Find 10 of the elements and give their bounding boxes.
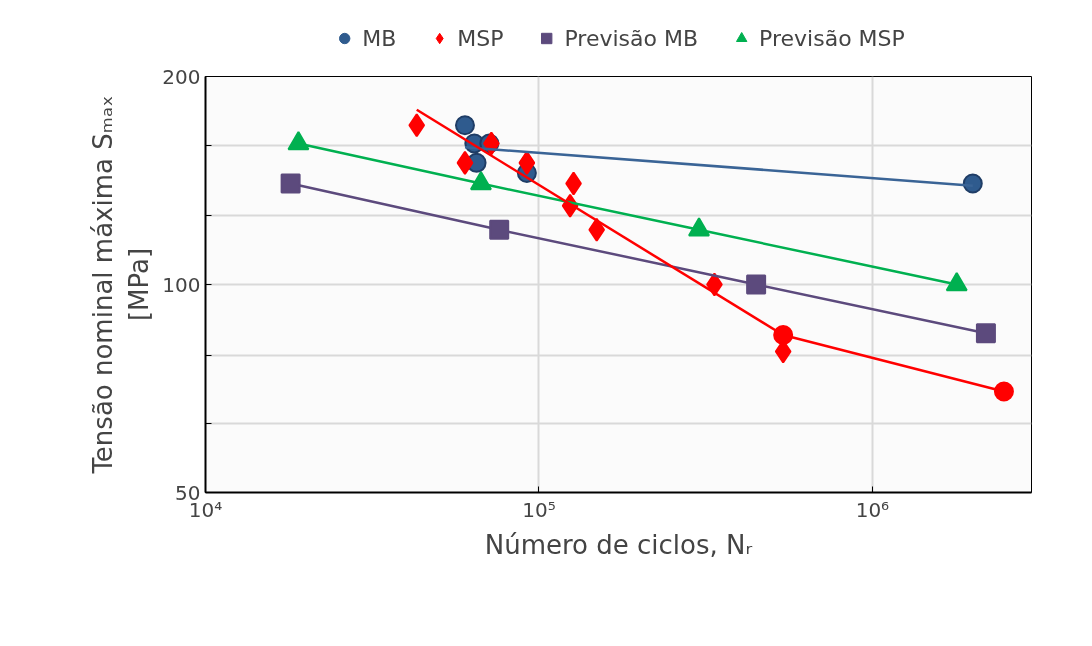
x-tick-label: 10⁶ [855,497,890,522]
y-axis-title: Tensão nominal máxima Sₘₐₓ [MPa] [88,95,155,475]
legend-label: MSP [457,25,504,51]
y-tick-label: 100 [162,272,201,297]
x-tick-label: 10⁵ [522,497,556,522]
legend-label: Previsão MSP [759,25,905,51]
y-tick-label: 200 [162,64,201,89]
x-axis-title: Número de ciclos, Nᵣ [484,529,753,560]
legend-label: Previsão MB [564,25,699,51]
legend-label: MB [362,25,397,51]
